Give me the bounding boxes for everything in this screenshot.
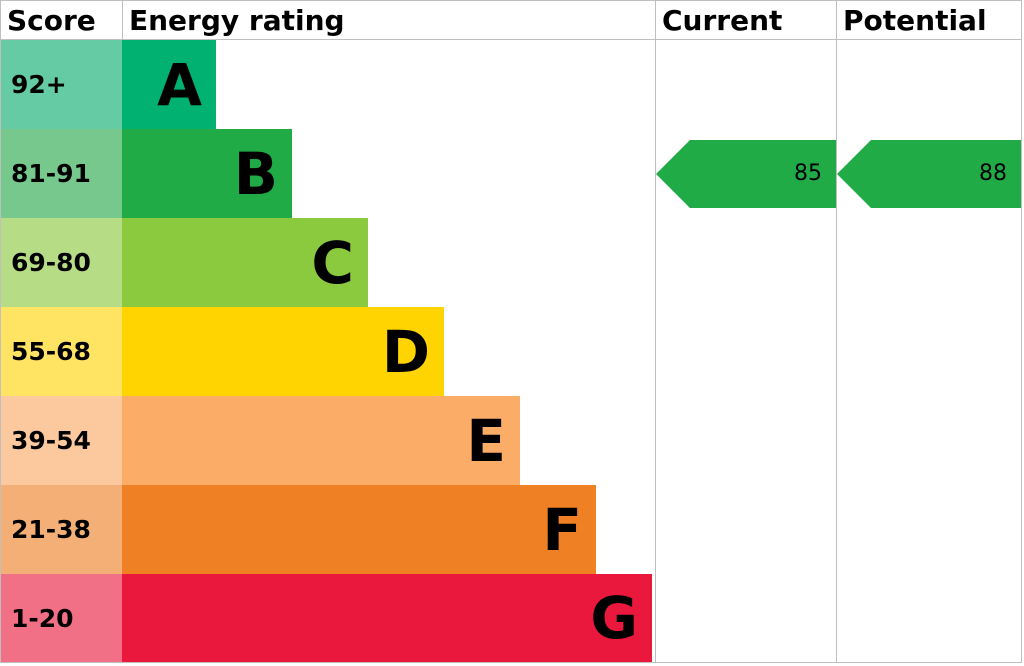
band-row: 92+ A <box>0 40 1024 129</box>
potential-cell <box>836 40 1022 129</box>
band-score-cell: 81-91 <box>0 129 122 218</box>
potential-cell: 88 <box>836 129 1022 218</box>
header-current-label: Current <box>655 0 836 40</box>
rating-bar: A <box>122 40 216 129</box>
header-score-label: Score <box>0 0 122 40</box>
band-score-cell: 39-54 <box>0 396 122 485</box>
band-score-label: 69-80 <box>11 248 91 277</box>
band-score-label: 92+ <box>11 70 67 99</box>
band-row: 69-80 C <box>0 218 1024 307</box>
band-rating-cell: D <box>122 307 655 396</box>
rating-bar: E <box>122 396 520 485</box>
rating-letter: F <box>542 501 582 559</box>
band-score-label: 21-38 <box>11 515 91 544</box>
header-rating-label: Energy rating <box>122 0 655 40</box>
band-row: 55-68 D <box>0 307 1024 396</box>
rating-letter: C <box>311 234 354 292</box>
band-rating-cell: B <box>122 129 655 218</box>
band-rating-cell: C <box>122 218 655 307</box>
band-rating-cell: G <box>122 574 655 663</box>
pointer-arrow-icon <box>656 140 690 208</box>
band-score-label: 81-91 <box>11 159 91 188</box>
current-pointer-value: 85 <box>690 140 836 208</box>
current-cell <box>655 396 836 485</box>
rating-bar: C <box>122 218 368 307</box>
rating-bar: B <box>122 129 292 218</box>
header-row: ScoreEnergy ratingCurrentPotential <box>0 0 1024 40</box>
potential-cell <box>836 574 1022 663</box>
band-score-cell: 92+ <box>0 40 122 129</box>
band-row: 39-54 E <box>0 396 1024 485</box>
potential-pointer-value: 88 <box>871 140 1021 208</box>
current-pointer: 85 <box>656 140 836 208</box>
rating-letter: B <box>234 145 278 203</box>
rating-bar: G <box>122 574 652 662</box>
potential-cell <box>836 485 1022 574</box>
current-cell <box>655 40 836 129</box>
current-cell <box>655 307 836 396</box>
current-cell <box>655 218 836 307</box>
band-score-cell: 1-20 <box>0 574 122 663</box>
band-row: 21-38 F <box>0 485 1024 574</box>
band-score-cell: 55-68 <box>0 307 122 396</box>
rating-bar: F <box>122 485 596 574</box>
band-score-cell: 69-80 <box>0 218 122 307</box>
potential-cell <box>836 396 1022 485</box>
potential-cell <box>836 218 1022 307</box>
pointer-arrow-icon <box>837 140 871 208</box>
header-potential-label: Potential <box>836 0 1022 40</box>
band-row: 81-91 B 85 88 <box>0 129 1024 218</box>
potential-cell <box>836 307 1022 396</box>
band-score-label: 55-68 <box>11 337 91 366</box>
band-rating-cell: E <box>122 396 655 485</box>
band-score-label: 1-20 <box>11 604 74 633</box>
potential-pointer: 88 <box>837 140 1021 208</box>
rating-letter: E <box>466 412 506 470</box>
energy-rating-chart: ScoreEnergy ratingCurrentPotential 92+ A 81… <box>0 0 1024 666</box>
band-score-label: 39-54 <box>11 426 91 455</box>
rating-bar: D <box>122 307 444 396</box>
rating-letter: G <box>590 589 638 647</box>
rating-letter: D <box>382 323 430 381</box>
band-rating-cell: F <box>122 485 655 574</box>
band-score-cell: 21-38 <box>0 485 122 574</box>
current-cell: 85 <box>655 129 836 218</box>
current-cell <box>655 485 836 574</box>
current-cell <box>655 574 836 663</box>
rating-letter: A <box>157 56 202 114</box>
band-rating-cell: A <box>122 40 655 129</box>
band-row: 1-20 G <box>0 574 1024 663</box>
